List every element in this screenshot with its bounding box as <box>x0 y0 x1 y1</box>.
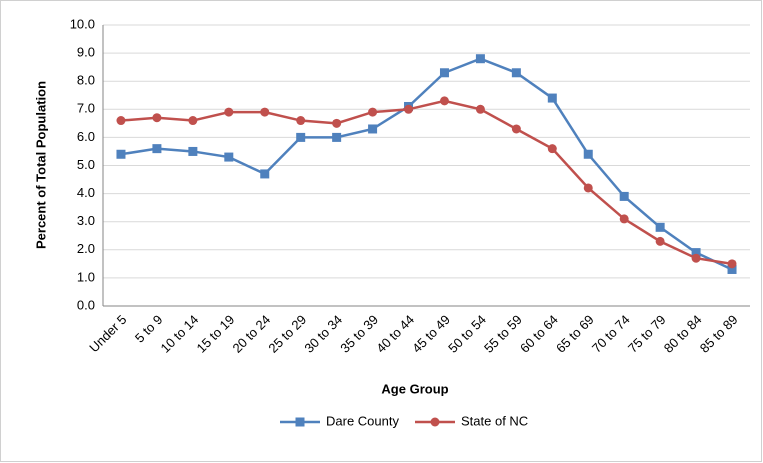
data-point <box>260 107 270 117</box>
legend-label: Dare County <box>326 413 399 428</box>
data-point <box>655 236 665 246</box>
data-point <box>152 144 162 154</box>
y-axis-title: Percent of Total Population <box>33 81 48 249</box>
data-point <box>332 118 342 128</box>
data-point <box>583 149 593 159</box>
data-point <box>547 144 557 154</box>
data-point <box>691 253 701 263</box>
data-point <box>296 116 306 126</box>
y-tick-label: 5.0 <box>77 157 95 172</box>
series-line <box>120 57 733 271</box>
data-point <box>224 107 234 117</box>
data-point <box>475 54 485 64</box>
y-tick-label: 0.0 <box>77 297 95 312</box>
series-line <box>120 99 733 266</box>
data-point <box>655 222 665 232</box>
data-point <box>368 124 378 134</box>
data-point <box>404 104 414 114</box>
x-axis-title: Age Group <box>381 381 448 396</box>
data-point <box>727 264 737 274</box>
y-tick-label: 8.0 <box>77 73 95 88</box>
data-point <box>152 113 162 123</box>
y-tick-label: 10.0 <box>70 16 95 31</box>
data-point <box>511 124 521 134</box>
data-point <box>619 214 629 224</box>
data-point <box>727 259 737 269</box>
legend-label: State of NC <box>461 413 528 428</box>
legend-marker <box>430 417 440 427</box>
y-tick-label: 2.0 <box>77 241 95 256</box>
y-tick-label: 3.0 <box>77 213 95 228</box>
data-point <box>691 248 701 258</box>
data-point <box>224 152 234 162</box>
data-point <box>368 107 378 117</box>
y-tick-label: 9.0 <box>77 45 95 60</box>
data-point <box>188 146 198 156</box>
data-point <box>439 68 449 78</box>
data-point <box>475 104 485 114</box>
data-point <box>583 183 593 193</box>
legend-marker <box>295 417 305 427</box>
data-point <box>116 116 126 126</box>
data-point <box>296 132 306 142</box>
data-point <box>511 68 521 78</box>
data-point <box>116 149 126 159</box>
data-point <box>547 93 557 103</box>
data-point <box>332 132 342 142</box>
data-point <box>260 169 270 179</box>
data-point <box>188 116 198 126</box>
y-tick-label: 4.0 <box>77 185 95 200</box>
data-point <box>619 191 629 201</box>
y-tick-label: 1.0 <box>77 269 95 284</box>
y-tick-label: 7.0 <box>77 101 95 116</box>
y-tick-label: 6.0 <box>77 129 95 144</box>
data-point <box>439 96 449 106</box>
